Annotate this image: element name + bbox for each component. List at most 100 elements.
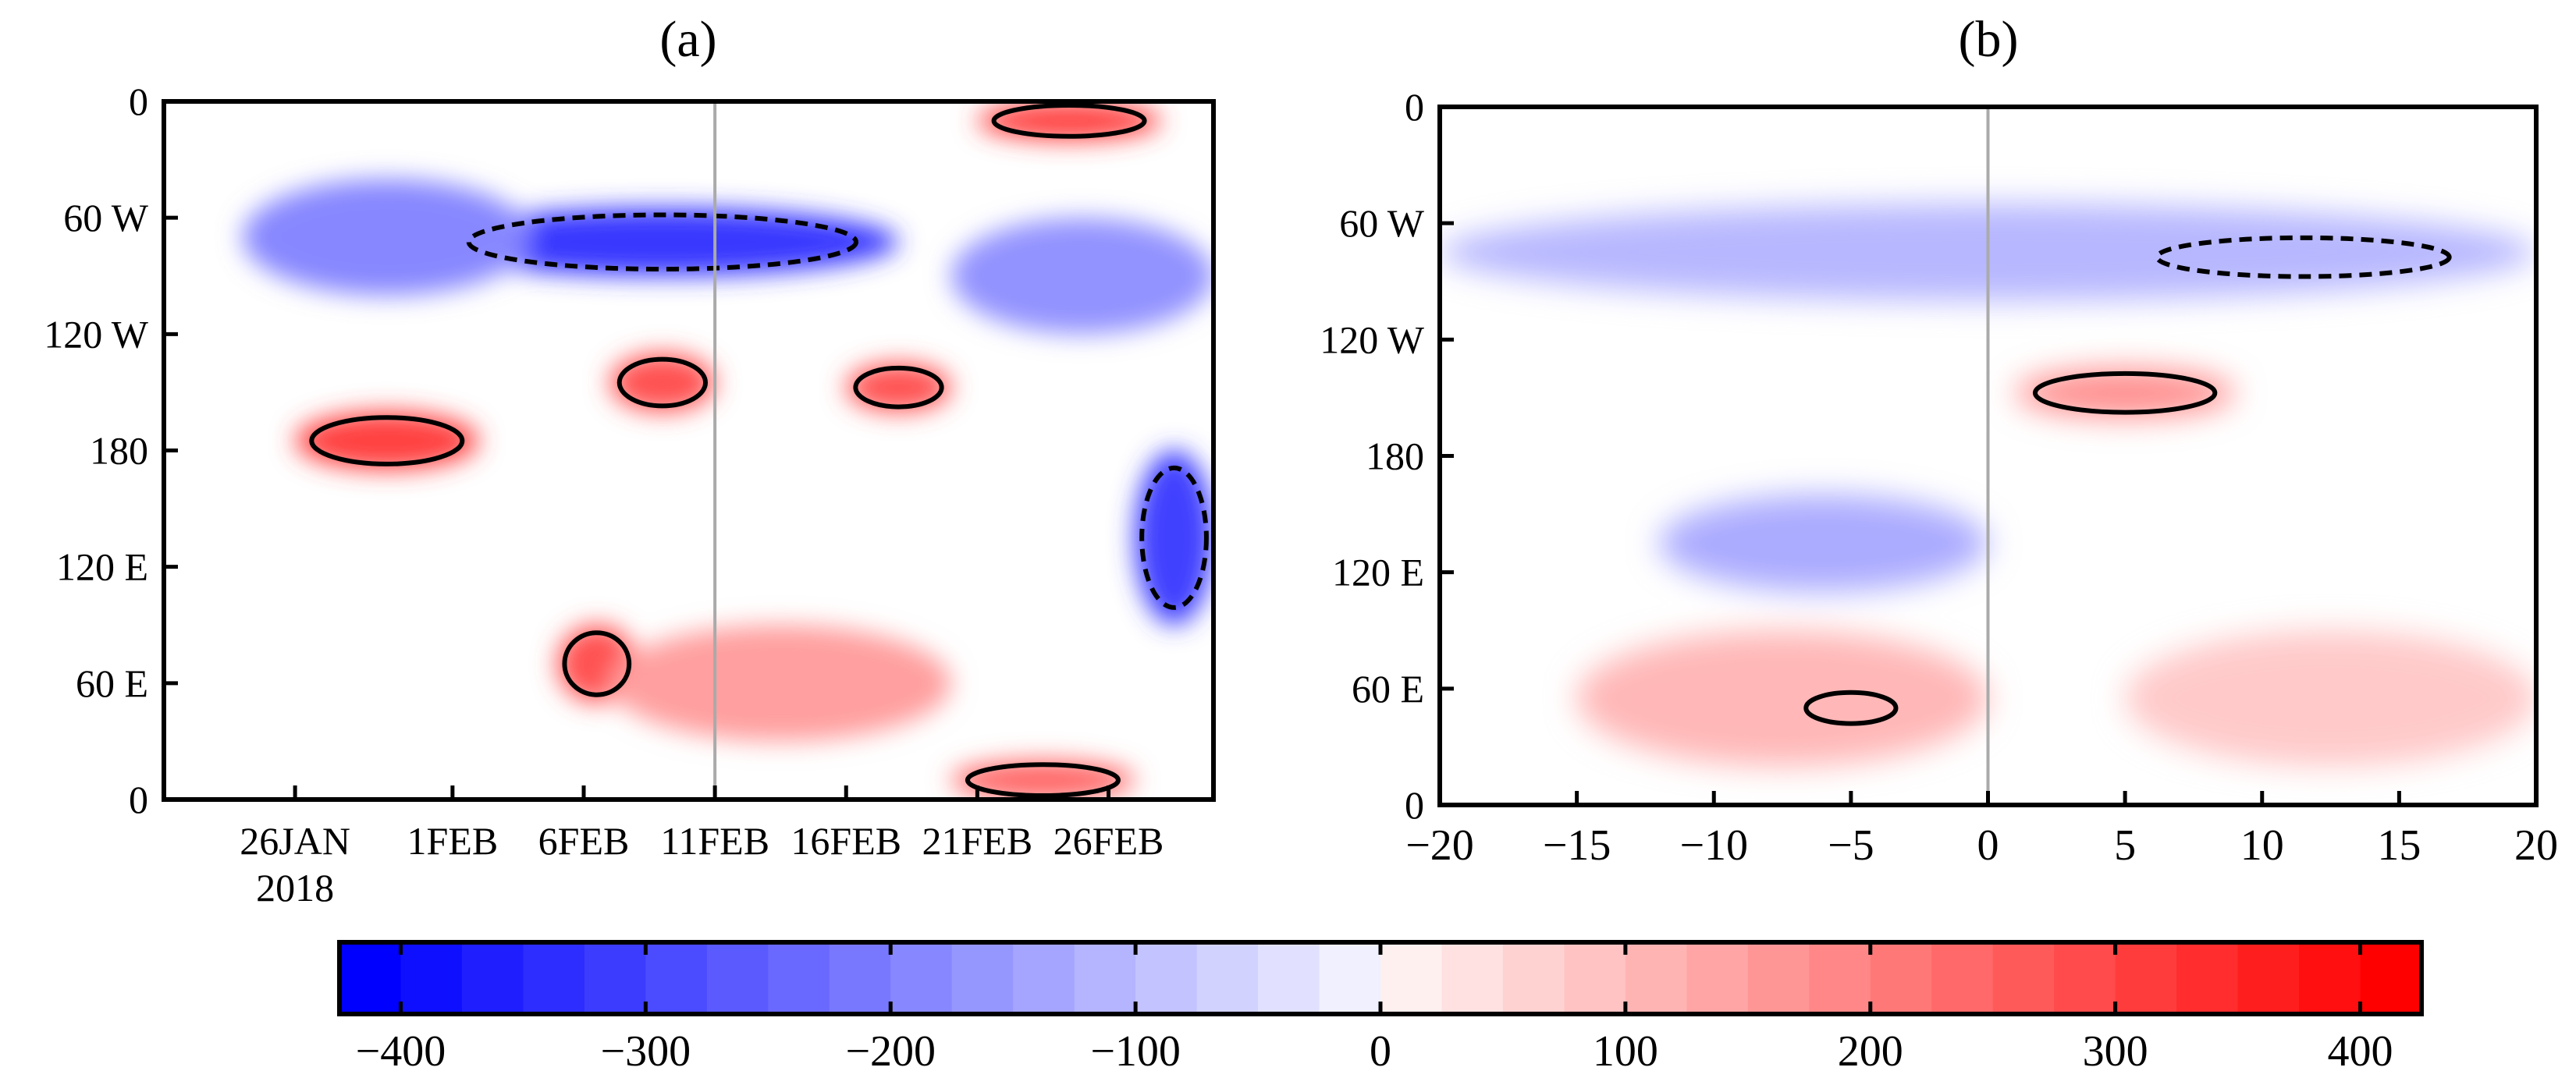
ytick-label: 120 W [44,312,149,356]
contour-positive-7 [562,630,632,697]
contour-positive-5 [616,356,709,409]
anomaly-positive-5 [609,353,716,412]
xtick-label: −15 [1543,821,1611,870]
colorbar-cell [2054,942,2116,1014]
anomaly-positive-4 [295,411,479,470]
colorbar-cells [339,942,2422,1014]
colorbar-cell [1747,942,1810,1014]
xtick-label: 0 [1977,821,1999,870]
colorbar-cell [1931,942,1994,1014]
colorbar-cell [584,942,646,1014]
xtick-label: 10 [2240,821,2284,870]
ytick-label: 60 E [76,661,148,705]
xtick-label: 16FEB [791,819,901,863]
colorbar-tick-label: 400 [2328,1027,2393,1076]
ytick-label: 120 E [56,545,148,589]
colorbar-tick-label: 100 [1593,1027,1658,1076]
colorbar-cell [2176,942,2239,1014]
xtick-label: 26JAN [240,819,350,863]
ytick-label: 60 W [1339,201,1425,245]
contour-negative-3 [1139,465,1209,610]
colorbar-cell [1196,942,1259,1014]
anomaly-negative-3 [1135,450,1213,626]
colorbar-cell [2360,942,2422,1014]
anomaly-negative-1 [242,179,531,296]
ytick-label: 180 [1366,434,1424,478]
xtick-label: −5 [1828,821,1874,870]
colorbar-cell [1625,942,1687,1014]
panel-a-title: (a) [659,11,716,68]
ytick-label: 60 W [63,196,149,239]
xtick-label: 6FEB [538,819,630,863]
ytick-label: 60 E [1352,667,1424,711]
colorbar-cell [1870,942,1932,1014]
colorbar-cell [2237,942,2300,1014]
contour-positive-6 [853,365,944,410]
colorbar-ticks: −400 −300 −200 −100 0 100 200 300 400 [356,942,2393,1076]
xtick-label: 20 [2514,821,2558,870]
colorbar-cell [1258,942,1320,1014]
ytick-label: 0 [129,778,148,821]
panel-a-heatmap [242,101,1213,800]
colorbar-tick-label: 200 [1838,1027,1903,1076]
xtick-label: 5 [2114,821,2136,870]
panel-b-title: (b) [1959,11,2019,68]
anomaly-positive-6 [2125,630,2536,767]
contour-negative-0 [466,212,859,272]
colorbar-cell [461,942,524,1014]
panel-b-contours [1803,235,2452,726]
colorbar: −400 −300 −200 −100 0 100 200 300 400 [337,940,2424,1076]
anomaly-positive-5 [1576,630,1988,767]
xtick-label: −10 [1679,821,1748,870]
ytick-label: 0 [1405,85,1424,129]
colorbar-cell [1319,942,1381,1014]
anomaly-positive-10 [609,625,951,742]
anomaly-positive-3 [2015,368,2235,417]
contour-negative-0 [2155,235,2452,279]
colorbar-cell [1992,942,2055,1014]
anomaly-positive-8 [977,101,1161,140]
colorbar-cell [706,942,769,1014]
colorbar-cell [645,942,708,1014]
ytick-label: 0 [1405,783,1424,827]
contour-positive-4 [1803,690,1899,726]
colorbar-tick-label: −200 [845,1027,936,1076]
colorbar-cell [1013,942,1075,1014]
anomaly-positive-9 [950,761,1135,800]
xtick-label: 21FEB [922,819,1033,863]
colorbar-cell [1564,942,1626,1014]
ytick-label: 180 [90,429,148,473]
colorbar-tick-label: −300 [601,1027,691,1076]
contour-positive-8 [991,102,1147,139]
ytick-label: 120 W [1320,317,1425,361]
ytick-label: 120 E [1332,551,1424,594]
xtick-label: 11FEB [660,819,769,863]
colorbar-cell [951,942,1014,1014]
colorbar-cell [1502,942,1565,1014]
xtick-sublabel: 2018 [256,866,334,909]
contour-positive-3 [2032,371,2218,415]
xtick-label: −20 [1405,821,1474,870]
colorbar-cell [1074,942,1136,1014]
contour-positive-4 [309,415,465,466]
anomaly-negative-2 [1659,495,1988,592]
colorbar-cell [1441,942,1504,1014]
contour-positive-9 [965,762,1121,799]
colorbar-cell [400,942,463,1014]
colorbar-tick-label: 300 [2083,1027,2148,1076]
colorbar-cell [2299,942,2361,1014]
colorbar-cell [1809,942,1871,1014]
xtick-label: 1FEB [407,819,499,863]
colorbar-cell [768,942,830,1014]
xtick-label: 15 [2377,821,2421,870]
anomaly-negative-0 [426,207,899,276]
colorbar-cell [1380,942,1443,1014]
colorbar-cell [890,942,953,1014]
xtick-label: 26FEB [1053,819,1164,863]
panel-a-contours [309,102,1209,799]
colorbar-cell [523,942,585,1014]
